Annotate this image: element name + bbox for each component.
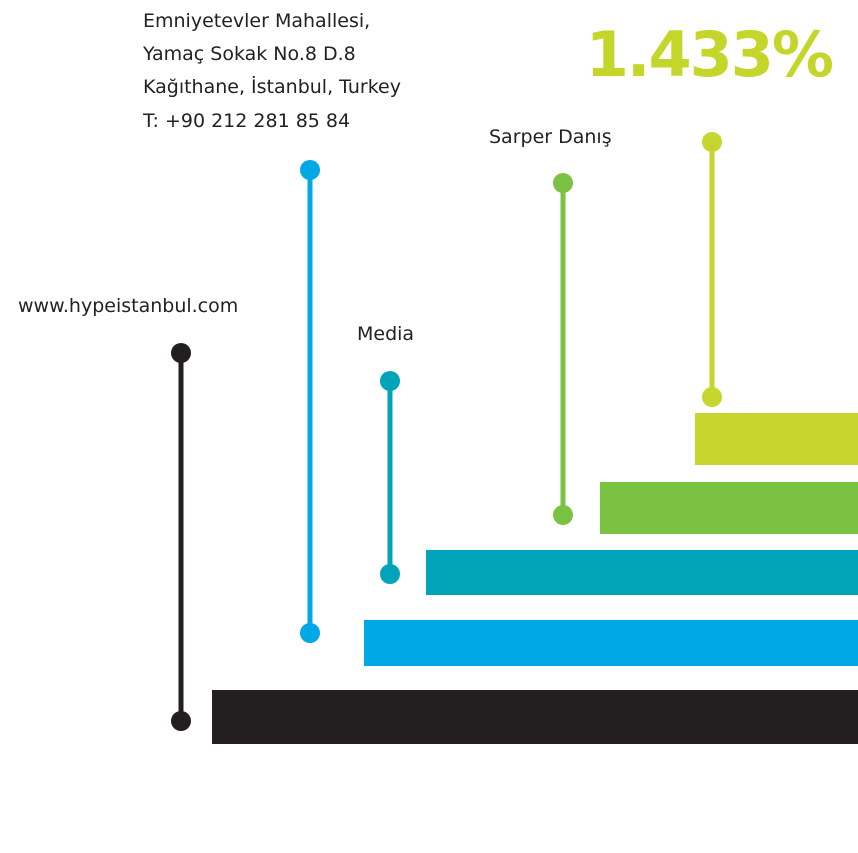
pin (553, 173, 573, 525)
person-label: Sarper Danış (489, 126, 612, 148)
bar (212, 690, 858, 744)
bar (364, 620, 858, 666)
media-label: Media (357, 323, 414, 345)
website-label: www.hypeistanbul.com (18, 295, 238, 317)
pin (702, 132, 722, 407)
headline: 1.433% (586, 18, 833, 91)
pin (171, 343, 191, 731)
bar (695, 413, 858, 465)
pin (300, 160, 320, 643)
bar (600, 482, 858, 534)
pin (380, 371, 400, 584)
address-line: Yamaç Sokak No.8 D.8 (142, 43, 356, 65)
address-line: T: +90 212 281 85 84 (142, 110, 350, 132)
address-line: Kağıthane, İstanbul, Turkey (143, 75, 401, 98)
address-line: Emniyetevler Mahallesi, (143, 10, 370, 32)
bar (426, 550, 858, 595)
